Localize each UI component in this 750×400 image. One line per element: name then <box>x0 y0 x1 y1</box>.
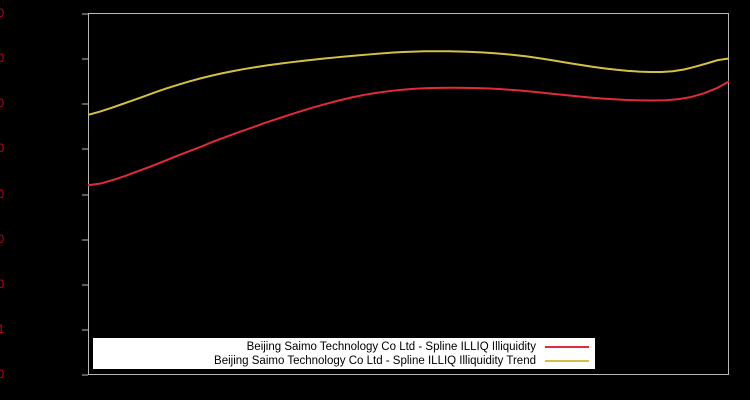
series-line <box>88 50 729 116</box>
plot-area <box>88 13 729 375</box>
y-axis-tick-mark <box>82 239 88 241</box>
y-axis-tick-mark <box>82 374 88 376</box>
legend-item[interactable]: Beijing Saimo Technology Co Ltd - Spline… <box>93 340 589 354</box>
y-axis-tick-mark <box>82 194 88 195</box>
y-axis-tick-mark <box>82 13 88 15</box>
y-axis-tick-label: 1 <box>0 323 4 336</box>
y-axis-tick-label: 1000 <box>0 188 4 201</box>
series-svg <box>88 50 729 187</box>
y-axis-tick-mark <box>82 284 88 286</box>
y-axis: 1000000010000001000001000010001001010 <box>0 0 88 400</box>
series-layer <box>88 13 729 375</box>
y-axis-tick-label: 0 <box>0 369 4 381</box>
legend-item[interactable]: Beijing Saimo Technology Co Ltd - Spline… <box>93 354 589 368</box>
legend-item-label: Beijing Saimo Technology Co Ltd - Spline… <box>246 340 536 353</box>
y-axis-tick-mark <box>82 58 88 60</box>
y-axis-tick-mark <box>82 329 88 331</box>
y-axis-tick-label: 10000 <box>0 143 4 156</box>
y-axis-tick-label: 100 <box>0 233 4 246</box>
y-axis-tick-mark <box>82 103 88 105</box>
chart-legend: Beijing Saimo Technology Co Ltd - Spline… <box>93 338 595 369</box>
y-axis-tick-label: 10000000 <box>0 8 4 20</box>
legend-item-label: Beijing Saimo Technology Co Ltd - Spline… <box>214 354 536 367</box>
y-axis-tick-label: 1000000 <box>0 53 4 66</box>
legend-color-swatch <box>545 345 589 348</box>
y-axis-tick-label: 100000 <box>0 98 4 111</box>
series-line <box>88 80 729 187</box>
y-axis-tick-label: 10 <box>0 278 4 291</box>
y-axis-tick-mark <box>82 148 88 150</box>
legend-color-swatch <box>545 359 589 362</box>
